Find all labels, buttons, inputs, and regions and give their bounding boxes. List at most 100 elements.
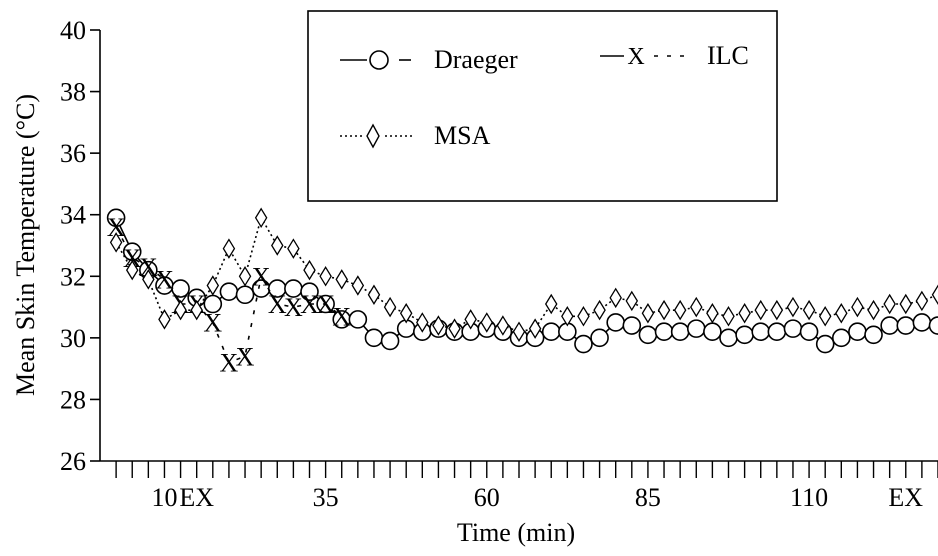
legend-box — [307, 10, 778, 202]
data-point-draeger-41 — [767, 322, 787, 342]
data-point-draeger-17 — [380, 331, 400, 351]
y-tick-label-38: 38 — [60, 78, 86, 107]
y-tick-label-28: 28 — [60, 385, 86, 414]
legend-item-msa: MSA — [340, 121, 491, 150]
data-point-draeger-51 — [928, 316, 938, 335]
legend-ilc-marker: X — [627, 44, 644, 70]
data-point-draeger-16 — [364, 328, 384, 348]
data-point-msa-34 — [657, 299, 671, 321]
data-point-draeger-43 — [799, 322, 819, 342]
data-point-msa-51 — [931, 284, 938, 306]
data-point-draeger-7 — [219, 282, 239, 301]
data-point-draeger-50 — [912, 313, 932, 332]
x-tick-label-6: EX — [888, 483, 923, 512]
data-point-msa-1 — [125, 259, 139, 281]
x-tick-label-1: EX — [179, 483, 214, 512]
data-point-msa-7 — [222, 238, 236, 259]
legend-draeger-marker — [369, 50, 389, 70]
y-tick-label-40: 40 — [60, 16, 86, 45]
data-point-ilc-1: X — [123, 244, 142, 273]
data-point-ilc-8: X — [236, 342, 255, 371]
series-layer: XXXXXXXXXXXXXXX — [107, 207, 938, 377]
data-point-msa-22 — [464, 309, 477, 330]
data-point-msa-42 — [786, 296, 800, 318]
data-point-msa-23 — [480, 312, 494, 333]
data-point-draeger-39 — [735, 325, 754, 345]
data-point-draeger-27 — [541, 322, 561, 342]
x-tick-label-4: 85 — [635, 483, 661, 512]
data-point-draeger-30 — [590, 328, 609, 348]
data-point-msa-40 — [754, 299, 767, 321]
data-point-msa-11 — [287, 238, 300, 259]
data-point-draeger-37 — [703, 322, 722, 342]
data-point-draeger-48 — [880, 316, 899, 335]
data-point-msa-12 — [303, 259, 316, 281]
data-point-ilc-12: X — [300, 290, 319, 319]
data-point-msa-44 — [818, 306, 832, 327]
legend-msa-marker — [366, 123, 380, 149]
data-point-msa-10 — [271, 235, 284, 256]
data-point-msa-3 — [158, 309, 171, 330]
data-point-ilc-9: X — [252, 262, 271, 291]
data-point-msa-49 — [899, 293, 913, 315]
x-ticks: 10 EX 35 60 85 110 EX — [115, 461, 938, 512]
data-point-msa-6 — [206, 275, 220, 296]
data-point-msa-9 — [254, 207, 268, 229]
data-point-draeger-46 — [848, 322, 867, 342]
data-point-draeger-42 — [783, 319, 803, 338]
data-point-ilc-6: X — [203, 308, 222, 337]
data-point-msa-33 — [641, 302, 655, 324]
data-point-msa-13 — [319, 266, 332, 287]
legend: Draeger X ILC MSA — [307, 10, 778, 202]
data-point-msa-41 — [770, 299, 784, 321]
data-point-msa-15 — [351, 275, 365, 296]
data-point-draeger-49 — [896, 316, 916, 335]
data-point-draeger-4 — [171, 279, 190, 298]
data-point-msa-21 — [448, 318, 461, 339]
data-point-draeger-34 — [654, 322, 674, 342]
x-tick-label-0: 10 — [151, 483, 177, 512]
data-point-draeger-44 — [815, 334, 835, 354]
data-point-msa-31 — [609, 287, 622, 309]
data-point-msa-14 — [335, 269, 348, 290]
data-point-msa-43 — [802, 299, 816, 321]
data-point-draeger-15 — [348, 310, 368, 329]
y-axis-label: Mean Skin Temperature (°C) — [11, 94, 40, 396]
data-point-draeger-38 — [719, 328, 738, 348]
y-tick-label-32: 32 — [60, 262, 86, 291]
data-point-msa-0 — [109, 232, 123, 253]
data-point-msa-45 — [835, 302, 848, 324]
legend-item-draeger: Draeger — [340, 45, 518, 74]
data-point-msa-5 — [190, 299, 203, 321]
data-point-ilc-0: X — [107, 213, 126, 242]
data-point-msa-19 — [416, 312, 429, 333]
data-point-ilc-11: X — [284, 293, 303, 322]
data-point-msa-48 — [883, 293, 896, 315]
x-axis-label: Time (min) — [457, 518, 575, 547]
data-point-draeger-29 — [574, 334, 593, 354]
data-point-msa-30 — [593, 299, 606, 321]
data-point-ilc-3: X — [155, 265, 174, 294]
data-point-ilc-13: X — [316, 290, 335, 319]
legend-item-ilc: X ILC — [600, 41, 749, 70]
data-point-msa-25 — [512, 321, 526, 342]
data-point-msa-46 — [851, 296, 864, 318]
data-point-draeger-47 — [864, 325, 883, 345]
data-point-draeger-35 — [670, 322, 690, 342]
data-point-msa-29 — [577, 306, 590, 327]
data-point-msa-16 — [367, 284, 381, 306]
data-point-msa-18 — [399, 302, 413, 324]
y-tick-label-26: 26 — [60, 447, 86, 476]
legend-draeger-label: Draeger — [434, 45, 518, 74]
data-point-msa-35 — [673, 299, 687, 321]
legend-msa-label: MSA — [434, 121, 491, 150]
series-line-msa — [115, 215, 938, 333]
x-tick-label-5: 110 — [790, 483, 828, 512]
legend-ilc-label: ILC — [707, 41, 749, 70]
data-point-msa-39 — [738, 302, 751, 324]
data-point-msa-24 — [496, 315, 510, 336]
data-point-msa-37 — [706, 302, 719, 324]
data-point-draeger-45 — [832, 328, 851, 348]
